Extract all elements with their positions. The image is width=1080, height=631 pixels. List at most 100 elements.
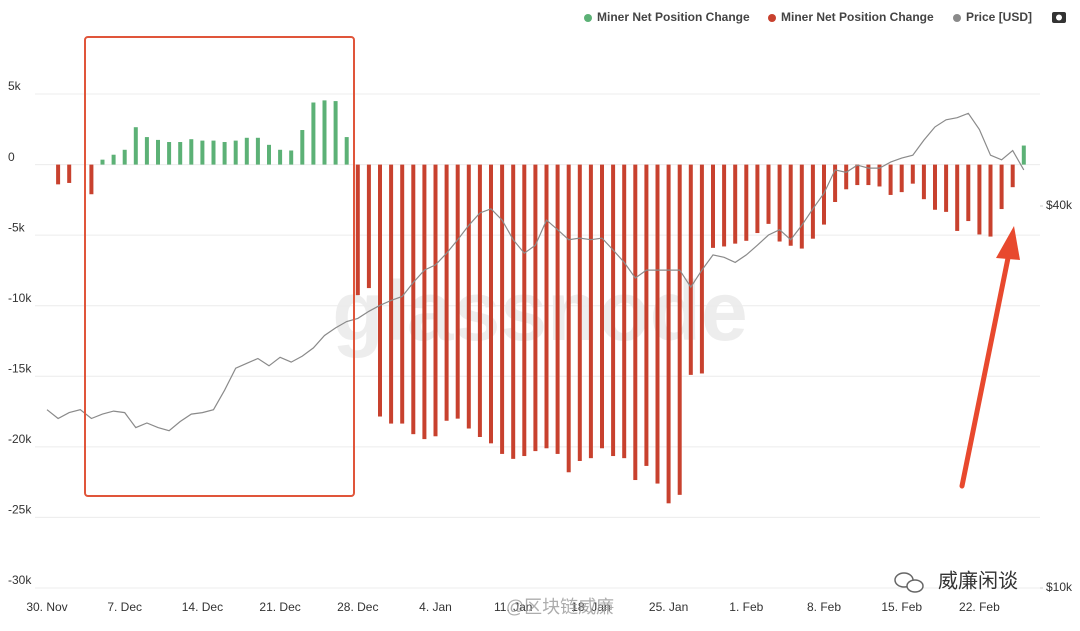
bar — [100, 159, 105, 165]
bar — [744, 164, 749, 241]
legend-label: Miner Net Position Change — [597, 10, 750, 24]
bar — [366, 164, 371, 289]
x-tick-label: 18. Jan — [571, 600, 610, 614]
x-tick-label: 25. Jan — [649, 600, 688, 614]
bar — [378, 164, 382, 417]
y-tick-label: -20k — [8, 432, 32, 446]
bar — [289, 150, 294, 165]
bar — [644, 164, 649, 466]
bar — [688, 164, 693, 375]
bar — [133, 127, 138, 165]
bar — [67, 164, 72, 183]
bar — [278, 149, 283, 165]
x-tick-label: 14. Dec — [182, 600, 223, 614]
price-line — [46, 112, 1025, 432]
bar — [910, 164, 915, 184]
bar — [899, 164, 904, 193]
bar — [888, 164, 893, 195]
bar — [411, 164, 416, 435]
bar — [233, 140, 238, 165]
bar — [955, 164, 960, 231]
bar — [655, 164, 660, 484]
bar — [555, 164, 560, 454]
watermark-wechat: 威廉闲谈 — [938, 569, 1018, 592]
bar — [433, 164, 438, 437]
bar — [422, 164, 427, 440]
bar — [699, 164, 704, 374]
bar — [489, 164, 493, 444]
x-tick-label: 7. Dec — [107, 600, 142, 614]
bar — [677, 164, 682, 495]
bar — [933, 164, 937, 210]
bar — [167, 142, 172, 165]
bar — [666, 164, 671, 504]
plot-area: 5k 0 -5k -10k -15k -20k -25k -30k $40k $10k 30. No… — [8, 79, 1073, 614]
x-tick-label: 4. Jan — [419, 600, 452, 614]
x-tick-label: 15. Feb — [881, 600, 922, 614]
bar — [244, 137, 249, 165]
bar — [633, 164, 638, 481]
bar — [788, 164, 793, 246]
bar — [611, 164, 616, 457]
bar — [400, 164, 405, 424]
legend-marker — [768, 14, 776, 22]
bar — [533, 164, 538, 452]
arrow — [959, 226, 1020, 489]
bar — [455, 164, 460, 419]
watermark-weibo: @区块链威廉 — [506, 597, 614, 617]
bar — [622, 164, 627, 459]
camera-icon[interactable] — [1052, 12, 1066, 23]
bar — [988, 164, 993, 237]
bar — [977, 164, 982, 235]
bar — [866, 164, 871, 186]
bar — [444, 164, 449, 421]
bar — [1010, 164, 1015, 188]
y-tick-label: -10k — [8, 291, 32, 305]
bar — [355, 164, 360, 296]
bar — [544, 164, 549, 449]
bar — [921, 164, 926, 200]
bar — [755, 164, 760, 234]
x-tick-label: 28. Dec — [337, 600, 378, 614]
x-tick-label: 30. Nov — [26, 600, 67, 614]
highlight-box — [84, 36, 355, 497]
bar — [389, 164, 394, 424]
bar — [477, 164, 482, 437]
bar — [56, 164, 61, 185]
bar — [600, 164, 604, 449]
bar — [267, 144, 271, 165]
y-tick-label: 0 — [8, 150, 15, 164]
bar — [111, 154, 116, 165]
bar — [511, 164, 516, 459]
y-tick-label: -15k — [8, 361, 32, 375]
y-tick-label: 5k — [8, 79, 22, 93]
bar — [322, 100, 327, 165]
bar — [566, 164, 571, 473]
y-tick-label: -25k — [8, 503, 32, 517]
bar — [577, 164, 582, 461]
bar — [966, 164, 971, 222]
bar — [200, 140, 205, 165]
bar — [222, 142, 227, 165]
x-tick-label: 1. Feb — [729, 600, 763, 614]
bar — [89, 164, 94, 195]
bar — [178, 142, 183, 165]
bar — [311, 102, 316, 165]
bar — [855, 164, 860, 186]
bar — [766, 164, 771, 224]
bar — [711, 164, 715, 248]
bar — [588, 164, 593, 459]
y2-tick-label: $40k — [1046, 198, 1073, 212]
bar — [189, 139, 194, 165]
bar — [822, 164, 826, 225]
x-tick-label: 21. Dec — [259, 600, 300, 614]
bar — [522, 164, 527, 457]
x-tick-label: 22. Feb — [959, 600, 1000, 614]
bar — [500, 164, 505, 454]
wechat-icon — [894, 572, 924, 593]
y-tick-label: -30k — [8, 573, 32, 587]
bar — [122, 149, 127, 165]
bar — [944, 164, 949, 212]
bar — [733, 164, 738, 244]
